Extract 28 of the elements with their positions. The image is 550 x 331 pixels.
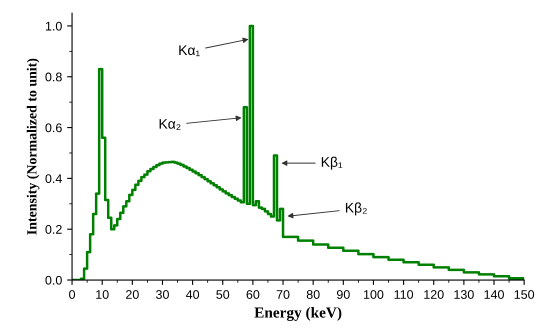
annotation: Kβ₁ — [322, 156, 342, 170]
x-tick-label: 110 — [394, 290, 414, 299]
x-tick-label: 150 — [514, 290, 534, 299]
annotation: Kβ₂ — [346, 202, 367, 216]
x-tick-label: 120 — [424, 290, 444, 299]
annotation: Kα₂ — [160, 119, 180, 130]
x-tick-label: 140 — [484, 290, 504, 299]
y-tick-label: 0.2 — [45, 225, 62, 234]
y-tick-label: 0.4 — [45, 174, 62, 184]
x-axis-title: Energy (keV) — [254, 306, 342, 321]
x-tick-label: 130 — [454, 290, 474, 299]
y-tick-label: 1.0 — [46, 22, 62, 31]
y-axis-title: Intensity (Normalized to unit) — [26, 58, 40, 235]
x-tick-label: 80 — [306, 290, 320, 299]
y-tick-label: 0.0 — [45, 276, 62, 285]
x-tick-label: 100 — [364, 290, 384, 299]
x-tick-label: 90 — [336, 290, 350, 299]
y-tick-label: 0.6 — [45, 123, 62, 132]
annotation: Kα₁ — [179, 45, 200, 56]
x-tick-label: 60 — [246, 290, 260, 299]
x-tick-label: 10 — [96, 290, 109, 299]
x-tick-label: 70 — [276, 290, 290, 299]
x-tick-label: 40 — [186, 290, 200, 299]
x-tick-label: 0 — [69, 290, 76, 299]
y-tick-label: 0.8 — [45, 72, 62, 82]
x-tick-label: 50 — [216, 290, 230, 299]
x-tick-label: 20 — [126, 290, 139, 299]
x-tick-label: 30 — [156, 290, 169, 299]
